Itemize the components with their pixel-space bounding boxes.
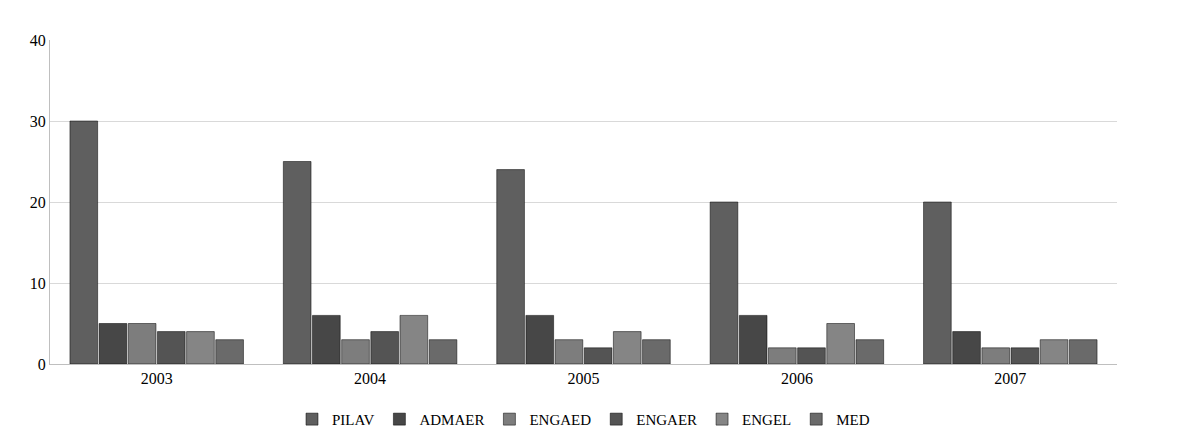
svg-text:0: 0 (38, 356, 46, 373)
svg-text:2005: 2005 (568, 370, 600, 387)
svg-text:2003: 2003 (141, 370, 173, 387)
svg-text:2007: 2007 (994, 370, 1026, 387)
svg-text:2006: 2006 (781, 370, 813, 387)
svg-text:ADMAER: ADMAER (419, 412, 484, 428)
svg-text:30: 30 (30, 113, 46, 130)
svg-text:PILAV: PILAV (332, 412, 374, 428)
svg-text:40: 40 (30, 32, 46, 49)
svg-text:20: 20 (30, 194, 46, 211)
svg-text:MED: MED (836, 412, 870, 428)
svg-text:ENGAER: ENGAER (636, 412, 697, 428)
svg-text:ENGAED: ENGAED (529, 412, 591, 428)
svg-text:10: 10 (30, 275, 46, 292)
svg-text:2004: 2004 (354, 370, 386, 387)
svg-text:ENGEL: ENGEL (742, 412, 791, 428)
